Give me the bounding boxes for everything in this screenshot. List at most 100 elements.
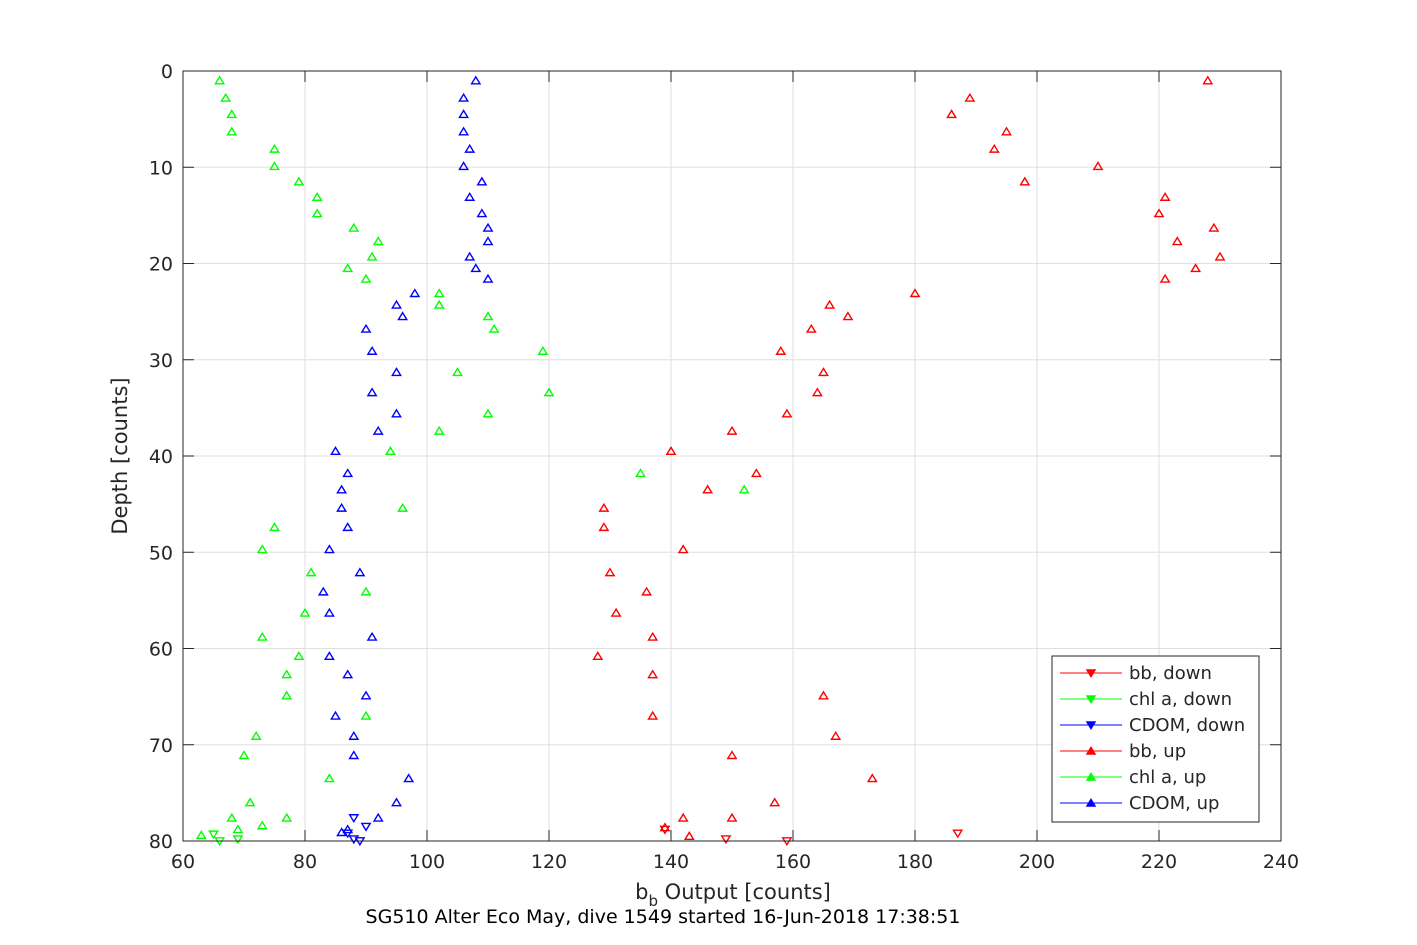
data-point <box>391 299 402 309</box>
data-point <box>598 522 610 532</box>
data-point <box>323 651 335 661</box>
data-point <box>336 827 348 837</box>
data-point <box>470 75 482 85</box>
data-point <box>238 750 250 760</box>
legend-marker <box>1085 772 1097 781</box>
data-point <box>824 299 836 309</box>
chart-caption: SG510 Alter Eco May, dive 1549 started 1… <box>366 906 961 928</box>
data-point <box>452 367 463 377</box>
data-point <box>348 750 360 760</box>
legend-marker <box>1085 721 1097 730</box>
data-point <box>1159 273 1171 283</box>
legend-box <box>1051 655 1260 823</box>
data-point <box>464 191 476 201</box>
data-point <box>458 92 470 102</box>
data-point <box>323 773 335 783</box>
data-point <box>647 710 659 720</box>
data-point <box>342 522 354 532</box>
data-point <box>409 288 421 298</box>
data-point <box>592 651 604 661</box>
data-point <box>281 669 293 679</box>
data-point <box>391 408 402 418</box>
data-point <box>372 812 384 822</box>
data-point <box>226 109 238 119</box>
data-point <box>781 408 793 418</box>
y-tick-label: 30 <box>149 350 173 372</box>
data-point <box>750 468 762 478</box>
data-point <box>366 387 378 397</box>
data-point <box>299 607 311 617</box>
data-point <box>818 367 829 377</box>
data-point <box>818 690 829 700</box>
data-point <box>232 835 244 845</box>
data-point <box>244 797 256 807</box>
data-point <box>360 586 372 596</box>
data-point <box>226 812 238 822</box>
data-point <box>1001 126 1012 136</box>
data-point <box>336 484 348 494</box>
data-point <box>330 446 341 456</box>
data-point <box>256 631 268 641</box>
legend-label: bb, down <box>1129 663 1212 684</box>
data-point <box>433 425 445 435</box>
data-point <box>305 567 317 577</box>
y-tick-label: 50 <box>149 542 173 564</box>
data-point <box>610 607 622 617</box>
axis-ticks: 60 80 100 120 140 160 180 200 220 240010203040506… <box>149 61 1299 873</box>
series-5 <box>317 75 494 837</box>
data-point <box>769 797 781 807</box>
data-point <box>641 586 653 596</box>
data-point <box>281 690 293 700</box>
data-point <box>342 829 354 839</box>
data-point <box>354 567 366 577</box>
data-point <box>1190 263 1202 273</box>
data-point <box>269 143 280 153</box>
data-point <box>470 263 482 273</box>
y-tick-label: 10 <box>149 157 173 179</box>
data-point <box>269 522 280 532</box>
data-point <box>543 387 555 397</box>
legend-marker <box>1085 695 1097 704</box>
data-point <box>647 631 659 641</box>
data-point <box>1019 176 1031 186</box>
data-point <box>647 669 659 679</box>
data-point <box>1171 236 1183 246</box>
x-tick-label: 240 <box>1263 851 1299 873</box>
data-point <box>1159 191 1171 201</box>
data-point <box>952 829 964 839</box>
data-point <box>702 484 714 494</box>
data-point <box>1202 75 1214 85</box>
legend-label: CDOM, up <box>1129 793 1219 814</box>
data-point <box>342 468 354 478</box>
data-point <box>366 631 378 641</box>
x-axis-label-rest: Output [counts] <box>658 880 831 904</box>
data-point <box>391 797 402 807</box>
data-point <box>317 586 329 596</box>
data-point <box>665 446 677 456</box>
legend: bb, down chl a, down CDOM, down bb, up chl a… <box>1051 655 1260 823</box>
data-point <box>391 367 402 377</box>
data-point <box>311 208 323 218</box>
data-point <box>1092 161 1104 171</box>
data-point <box>397 311 409 321</box>
data-point <box>659 825 671 835</box>
data-point <box>604 567 616 577</box>
data-point <box>1208 222 1220 232</box>
x-tick-label: 120 <box>531 851 567 873</box>
data-point <box>360 822 372 832</box>
data-point <box>482 311 494 321</box>
data-point <box>360 710 372 720</box>
data-point <box>214 75 226 85</box>
y-tick-label: 80 <box>149 831 173 853</box>
data-point <box>988 143 1000 153</box>
data-point <box>482 236 494 246</box>
data-point <box>226 126 238 136</box>
series-4 <box>195 75 750 840</box>
y-axis-label: Depth [counts] <box>108 377 132 534</box>
data-point <box>805 323 817 333</box>
data-point <box>659 822 671 832</box>
data-point <box>342 263 354 273</box>
data-point <box>720 835 732 845</box>
